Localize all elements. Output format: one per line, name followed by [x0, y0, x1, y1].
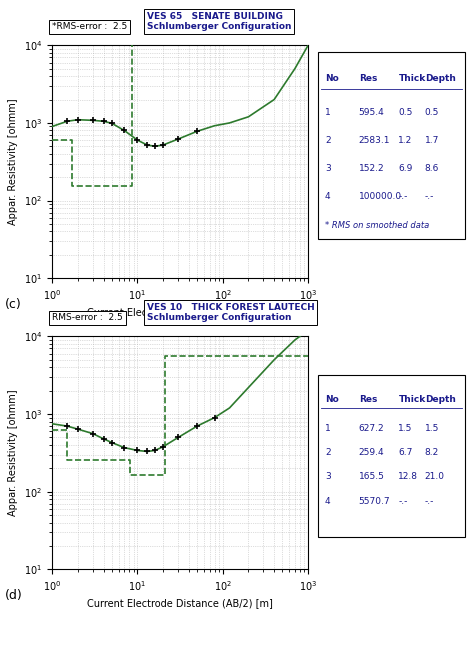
Text: No: No [325, 74, 339, 83]
FancyBboxPatch shape [318, 375, 465, 537]
Text: 1.7: 1.7 [425, 137, 439, 145]
Text: Depth: Depth [425, 395, 456, 404]
Text: 6.9: 6.9 [398, 164, 413, 173]
Text: 8.2: 8.2 [425, 448, 439, 457]
Text: 152.2: 152.2 [359, 164, 384, 173]
Text: 12.8: 12.8 [398, 472, 419, 481]
Text: 1.2: 1.2 [398, 137, 413, 145]
Text: 3: 3 [325, 472, 331, 481]
Text: 595.4: 595.4 [359, 108, 384, 117]
Text: RMS-error :  2.5: RMS-error : 2.5 [52, 313, 123, 322]
X-axis label: Current Electrode Distance (AB/2) [m]: Current Electrode Distance (AB/2) [m] [87, 307, 273, 317]
Text: 3: 3 [325, 164, 331, 173]
Text: * RMS on smoothed data: * RMS on smoothed data [325, 221, 429, 230]
Text: -.-: -.- [425, 497, 434, 505]
Text: VES 65   SENATE BUILDING
Schlumberger Configuration: VES 65 SENATE BUILDING Schlumberger Conf… [147, 12, 292, 31]
Text: 4: 4 [325, 497, 330, 505]
Text: 1.5: 1.5 [425, 424, 439, 433]
Text: -.-: -.- [398, 193, 408, 201]
Text: 1.5: 1.5 [398, 424, 413, 433]
Text: 100000.0: 100000.0 [359, 193, 402, 201]
Text: Thick: Thick [398, 74, 426, 83]
Text: 21.0: 21.0 [425, 472, 445, 481]
Text: Depth: Depth [425, 74, 456, 83]
Text: Thick: Thick [398, 395, 426, 404]
Text: -.-: -.- [398, 497, 408, 505]
Text: Res: Res [359, 74, 377, 83]
Text: 627.2: 627.2 [359, 424, 384, 433]
Text: 2583.1: 2583.1 [359, 137, 390, 145]
Text: 1: 1 [325, 424, 331, 433]
FancyBboxPatch shape [318, 52, 465, 239]
Text: 1: 1 [325, 108, 331, 117]
Text: *RMS-error :  2.5: *RMS-error : 2.5 [52, 22, 128, 31]
Text: 4: 4 [325, 193, 330, 201]
Text: VES 10   THICK FOREST LAUTECH
Schlumberger Configuration: VES 10 THICK FOREST LAUTECH Schlumberger… [147, 303, 315, 322]
Text: 6.7: 6.7 [398, 448, 413, 457]
Text: 5570.7: 5570.7 [359, 497, 391, 505]
Text: 0.5: 0.5 [398, 108, 413, 117]
Text: (d): (d) [5, 589, 22, 602]
Text: -.-: -.- [425, 193, 434, 201]
Text: No: No [325, 395, 339, 404]
Text: 8.6: 8.6 [425, 164, 439, 173]
Text: Res: Res [359, 395, 377, 404]
Text: 259.4: 259.4 [359, 448, 384, 457]
Y-axis label: Appar. Resistivity [ohmm]: Appar. Resistivity [ohmm] [9, 98, 18, 225]
Text: 2: 2 [325, 137, 330, 145]
X-axis label: Current Electrode Distance (AB/2) [m]: Current Electrode Distance (AB/2) [m] [87, 598, 273, 608]
Text: (c): (c) [5, 298, 21, 311]
Text: 2: 2 [325, 448, 330, 457]
Y-axis label: Appar. Resistivity [ohmm]: Appar. Resistivity [ohmm] [9, 389, 18, 516]
Text: 165.5: 165.5 [359, 472, 384, 481]
Text: 0.5: 0.5 [425, 108, 439, 117]
